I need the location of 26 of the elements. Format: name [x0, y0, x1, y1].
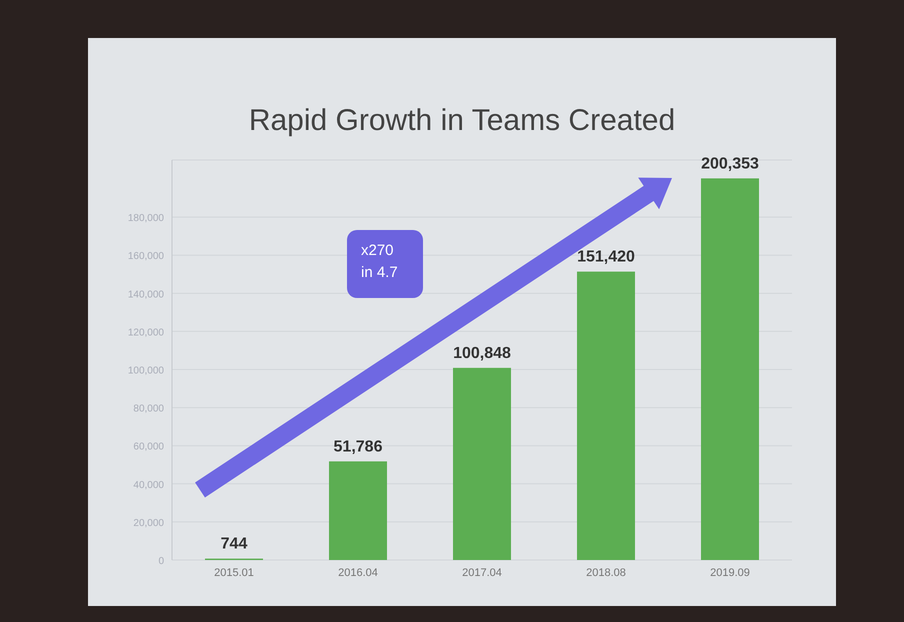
y-tick-label: 60,000 — [133, 442, 164, 453]
data-label: 100,848 — [453, 344, 512, 362]
x-tick-label: 2017.04 — [462, 566, 502, 579]
annotation: x270 in 4.7 — [347, 230, 423, 298]
x-tick-label: 2016.04 — [338, 566, 378, 579]
y-tick-label: 180,000 — [128, 213, 164, 224]
data-label: 200,353 — [701, 155, 760, 172]
y-tick-label: 160,000 — [128, 251, 164, 262]
y-tick-label: 40,000 — [133, 480, 164, 491]
bar — [329, 461, 387, 560]
x-tick-label: 2015.01 — [214, 566, 254, 579]
data-label: 744 — [220, 536, 248, 553]
data-label: 151,420 — [577, 248, 636, 266]
chart-title: Rapid Growth in Teams Created — [248, 104, 676, 138]
y-tick-label: 20,000 — [133, 518, 164, 529]
y-tick-label: 0 — [158, 556, 164, 567]
x-tick-label: 2019.09 — [710, 566, 750, 579]
data-label: 51,786 — [334, 438, 383, 456]
y-tick-label: 100,000 — [128, 366, 164, 377]
bar — [701, 178, 759, 560]
bar — [453, 368, 511, 560]
y-tick-label: 120,000 — [128, 327, 164, 338]
y-tick-label: 140,000 — [128, 289, 164, 300]
x-tick-label: 2018.08 — [586, 566, 626, 579]
y-tick-label: 80,000 — [133, 404, 164, 415]
bar — [577, 272, 635, 560]
